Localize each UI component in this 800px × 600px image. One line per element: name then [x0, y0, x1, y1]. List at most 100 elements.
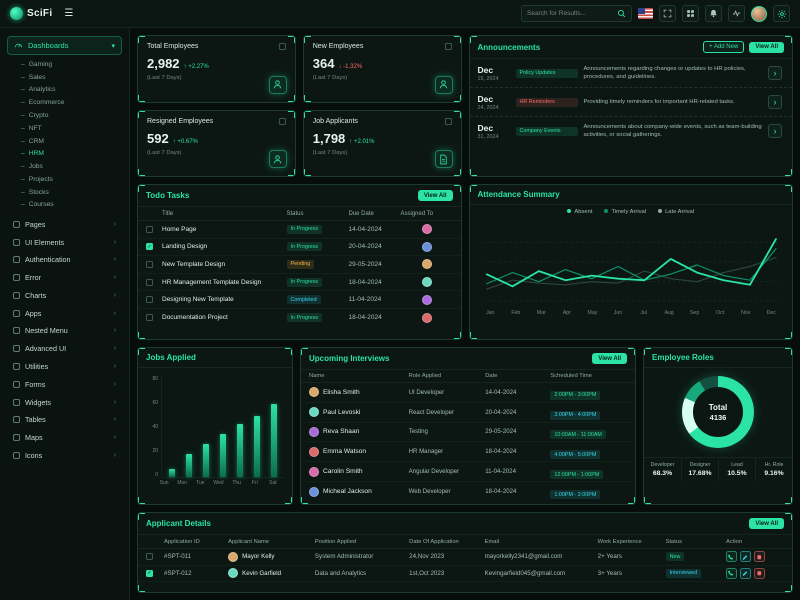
todo-checkbox[interactable]: ✓	[146, 243, 153, 251]
assignee-avatar[interactable]	[421, 224, 432, 235]
announcement-month: Dec	[477, 122, 494, 133]
assignee-avatar[interactable]	[421, 259, 432, 270]
todo-checkbox[interactable]	[146, 278, 153, 286]
assignee-avatar[interactable]	[421, 241, 432, 252]
sidebar-item-jobs[interactable]: – Jobs	[7, 160, 122, 173]
sidebar-group-maps[interactable]: Maps ›	[7, 429, 122, 447]
card-options-icon[interactable]	[444, 43, 452, 50]
stat-title: New Employees	[312, 43, 364, 50]
interview-row: Reva Shaan Testing 29-05-2024 10:00AM - 11:…	[301, 423, 635, 443]
settings-gear-icon[interactable]	[773, 5, 790, 22]
app-col-exp: Work Experience	[597, 538, 642, 545]
int-col-date: Date	[485, 373, 498, 379]
chevron-right-icon: ›	[113, 345, 116, 353]
stat-delta: ↑ +2.27%	[183, 64, 209, 70]
interview-role: Testing	[408, 428, 428, 436]
sidebar-item-crm[interactable]: – CRM	[7, 135, 122, 148]
sidebar-group-advanced-ui[interactable]: Advanced UI ›	[7, 340, 122, 358]
employees-icon[interactable]	[268, 75, 287, 94]
sidebar-item-crypto[interactable]: – Crypto	[7, 109, 122, 122]
jobs-x-axis: Sun Mon Tue Wed Thu Fri Sat	[153, 478, 292, 486]
applicants-icon[interactable]	[434, 150, 453, 168]
sidebar-group-forms[interactable]: Forms ›	[7, 375, 122, 393]
edit-icon[interactable]	[739, 567, 751, 579]
applicant-checkbox[interactable]	[146, 553, 153, 561]
card-options-icon[interactable]	[278, 43, 286, 50]
sidebar-group-ui-elements[interactable]: UI Elements ›	[7, 233, 122, 251]
interviewee-avatar	[309, 387, 319, 398]
announcements-view-all-button[interactable]: View All	[749, 41, 784, 53]
todo-col-status: Status	[286, 210, 304, 217]
sidebar-group-apps[interactable]: Apps ›	[7, 304, 122, 322]
stat-period: (Last 7 Days)	[312, 75, 348, 81]
announcements-panel: Announcements + Add New View All Dec 15, …	[468, 35, 793, 177]
role-legend-designer: Designer 17.68%	[681, 458, 718, 481]
todo-checkbox[interactable]	[146, 314, 153, 322]
sidebar-item-dashboards[interactable]: Dashboards ▾	[7, 36, 122, 55]
interviewee-avatar	[309, 426, 319, 437]
search-icon[interactable]	[617, 9, 626, 18]
assignee-avatar[interactable]	[421, 294, 432, 305]
sidebar-item-projects[interactable]: – Projects	[7, 173, 122, 186]
sidebar-group-pages[interactable]: Pages ›	[7, 215, 122, 233]
card-options-icon[interactable]	[444, 117, 452, 125]
notifications-bell-icon[interactable]	[705, 5, 722, 22]
sidebar-group-icons[interactable]: Icons ›	[7, 447, 122, 465]
sidebar-group-error[interactable]: Error ›	[7, 269, 122, 287]
search-input[interactable]	[527, 10, 613, 17]
user-avatar[interactable]	[751, 5, 767, 22]
sidebar-item-stocks[interactable]: – Stocks	[7, 186, 122, 199]
int-col-time: Scheduled Time	[550, 373, 592, 379]
call-icon[interactable]	[725, 551, 737, 563]
app-logo[interactable]: SciFi	[10, 7, 52, 20]
interview-role: HR Manager	[408, 448, 444, 456]
resigned-employee-icon[interactable]	[268, 150, 287, 168]
role-percent: 68.3%	[652, 470, 673, 477]
menu-toggle-icon[interactable]: ☰	[64, 8, 74, 19]
delete-icon[interactable]	[753, 551, 765, 563]
sidebar-group-charts[interactable]: Charts ›	[7, 287, 122, 305]
legend-dot-icon	[567, 209, 572, 213]
dash-prefix: –	[21, 86, 25, 94]
todo-checkbox[interactable]	[146, 260, 153, 268]
applicants-view-all-button[interactable]: View All	[749, 518, 784, 529]
role-label: Designer	[689, 462, 711, 468]
sidebar-group-authentication[interactable]: Authentication ›	[7, 251, 122, 269]
assignee-avatar[interactable]	[421, 277, 432, 288]
interview-date: 29-05-2024	[485, 428, 517, 436]
sidebar-item-gaming[interactable]: – Gaming	[7, 58, 122, 71]
sidebar-group-label: Icons	[25, 450, 43, 460]
todo-checkbox[interactable]	[146, 296, 153, 304]
sidebar-group-nested-menu[interactable]: Nested Menu ›	[7, 322, 122, 340]
sidebar-item-nft[interactable]: – NFT	[7, 122, 122, 135]
delete-icon[interactable]	[753, 567, 765, 579]
stat-delta: ↓ -1.32%	[338, 64, 363, 70]
sidebar-group-widgets[interactable]: Widgets ›	[7, 393, 122, 411]
sidebar-item-analytics[interactable]: – Analytics	[7, 84, 122, 97]
interviewee-avatar	[309, 446, 319, 457]
todo-checkbox[interactable]	[146, 225, 153, 233]
todo-view-all-button[interactable]: View All	[417, 190, 453, 201]
new-employee-icon[interactable]	[434, 75, 453, 94]
sidebar-item-sales[interactable]: – Sales	[7, 71, 122, 84]
apps-grid-icon[interactable]	[682, 5, 699, 22]
add-new-button[interactable]: + Add New	[703, 41, 745, 53]
sidebar-group-tables[interactable]: Tables ›	[7, 411, 122, 429]
call-icon[interactable]	[725, 567, 737, 579]
us-flag-icon[interactable]	[638, 8, 653, 19]
search-box[interactable]	[521, 5, 632, 22]
chevron-right-icon[interactable]: ›	[768, 124, 782, 138]
chevron-right-icon[interactable]: ›	[768, 66, 782, 80]
edit-icon[interactable]	[739, 551, 751, 563]
sidebar-group-utilities[interactable]: Utilities ›	[7, 358, 122, 376]
chevron-right-icon[interactable]: ›	[768, 95, 782, 109]
assignee-avatar[interactable]	[421, 312, 432, 323]
applicant-checkbox[interactable]: ✓	[146, 569, 153, 577]
sidebar-item-courses[interactable]: – Courses	[7, 199, 122, 212]
fullscreen-icon[interactable]	[659, 5, 676, 22]
activity-icon[interactable]	[728, 5, 745, 22]
card-options-icon[interactable]	[278, 117, 286, 125]
sidebar-item-hrm[interactable]: – HRM	[7, 147, 122, 160]
interviews-view-all-button[interactable]: View All	[592, 353, 627, 364]
sidebar-item-ecommerce[interactable]: – Ecommerce	[7, 96, 122, 109]
